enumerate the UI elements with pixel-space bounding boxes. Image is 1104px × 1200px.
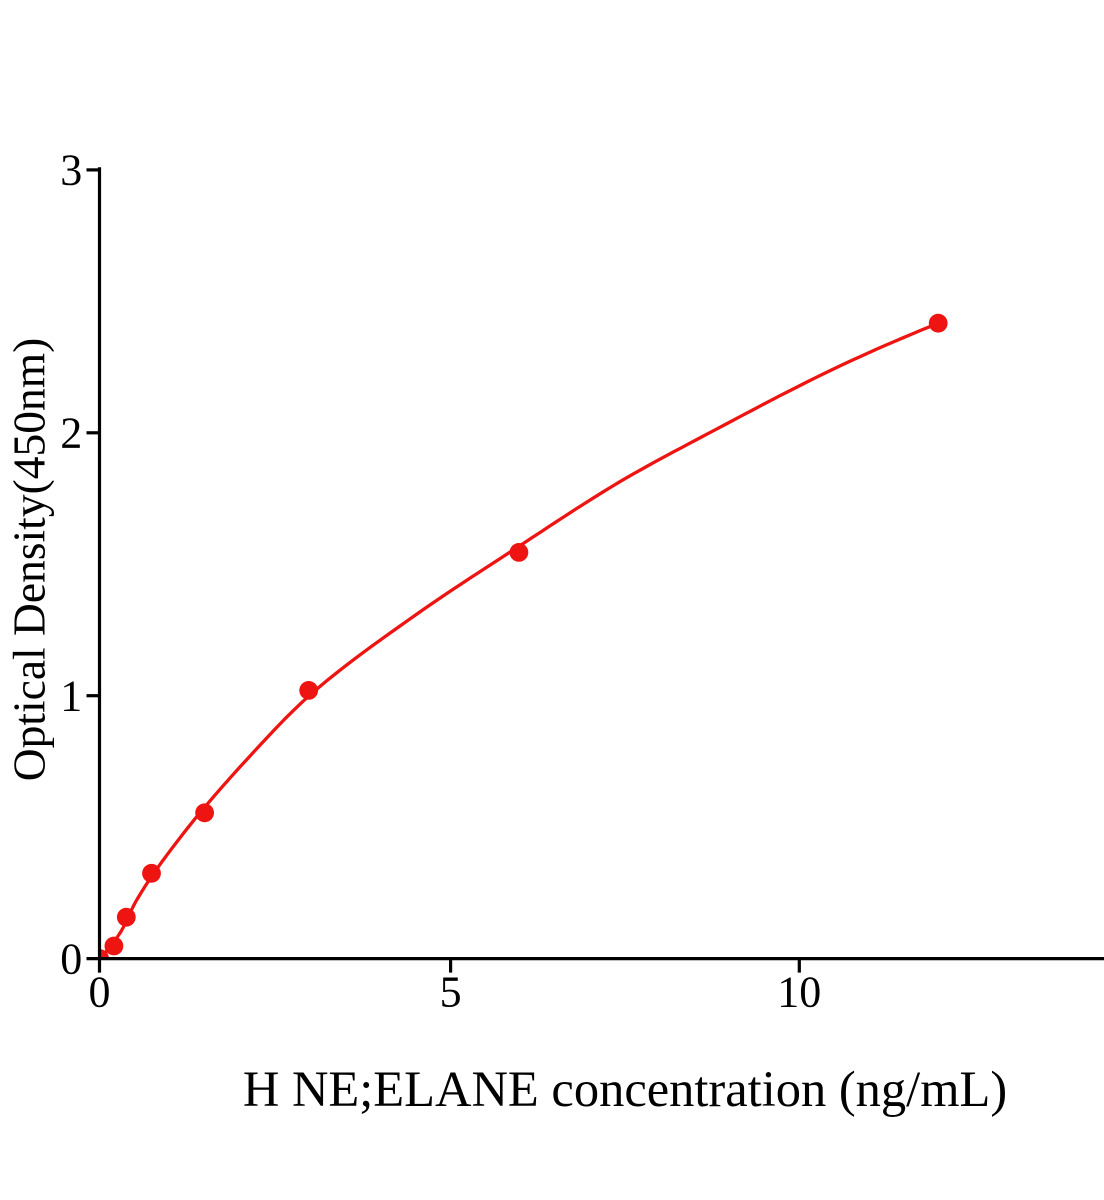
svg-text:2: 2 — [60, 409, 82, 458]
svg-text:Optical Density(450nm): Optical Density(450nm) — [3, 338, 54, 782]
svg-text:3: 3 — [60, 146, 82, 195]
svg-text:1: 1 — [60, 671, 82, 720]
svg-text:10: 10 — [777, 968, 821, 1017]
svg-text:H NE;ELANE concentration (ng/m: H NE;ELANE concentration (ng/mL) — [243, 1061, 1007, 1117]
svg-text:0: 0 — [89, 968, 111, 1017]
svg-text:0: 0 — [60, 934, 82, 983]
svg-text:5: 5 — [440, 968, 462, 1017]
